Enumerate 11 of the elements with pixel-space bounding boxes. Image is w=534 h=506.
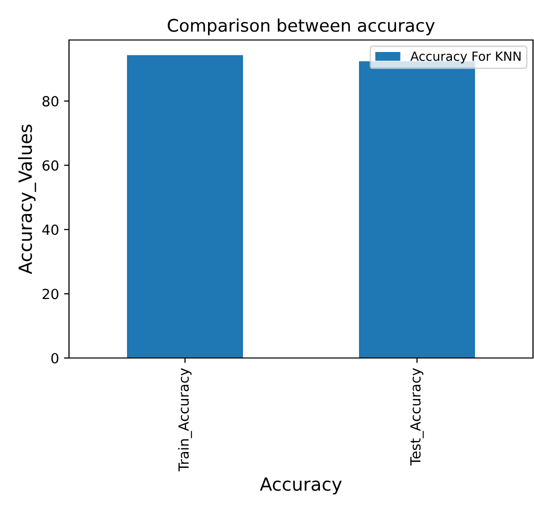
y-tick-label: 40 [42, 224, 58, 235]
y-tick-label: 20 [42, 288, 58, 300]
x-tick-label: Test_Accuracy [410, 368, 424, 466]
y-tick-label: 80 [42, 96, 58, 107]
x-axis-title: Accuracy [260, 478, 342, 494]
y-axis-title: Accuracy_Values [18, 124, 36, 274]
chart-title: Comparison between accuracy [168, 18, 435, 36]
legend-label: Accuracy For KNN [410, 52, 521, 64]
x-tick-label: Train_Accuracy [178, 368, 192, 472]
y-tick-label: 60 [42, 160, 58, 171]
y-tick-label: 0 [51, 352, 58, 364]
